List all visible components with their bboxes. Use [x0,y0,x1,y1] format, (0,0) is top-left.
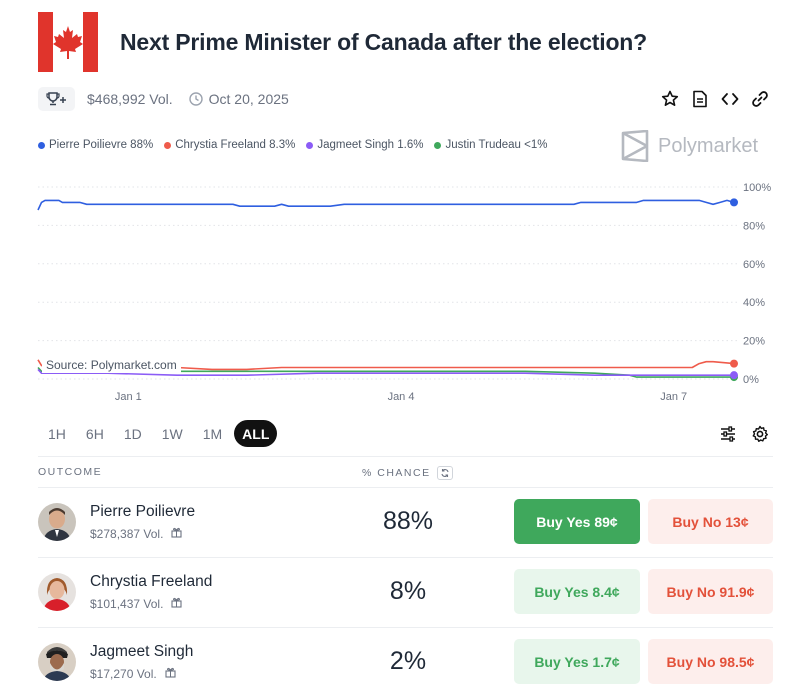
refresh-icon[interactable] [436,466,453,480]
market-header [38,12,98,72]
series-end-dot [730,359,738,368]
polymarket-watermark: Polymarket [620,130,758,162]
legend-dot [306,141,314,149]
series-line-pierre-poilievre [37,199,735,211]
legend-item: Chrystia Freeland 8.3% [164,139,295,151]
gear-icon[interactable] [751,425,769,448]
range-1m-button[interactable]: 1M [202,425,223,442]
avatar [38,503,76,541]
outcome-volume-text: $101,437 Vol. [90,597,164,611]
chart-legend: Pierre Poilievre 88% Chrystia Freeland 8… [38,139,547,151]
range-1d-button[interactable]: 1D [123,425,142,442]
end-date: Oct 20, 2025 [208,91,289,107]
outcome-volume-text: $278,387 Vol. [90,527,164,541]
legend-label: Pierre Poilievre 88% [49,139,154,151]
outcome-volume: $17,270 Vol. [90,667,176,681]
page-title: Next Prime Minister of Canada after the … [120,29,647,55]
outcomes-header: OUTCOME % CHANCE [38,456,773,488]
legend-item: Jagmeet Singh 1.6% [306,139,423,151]
canada-flag-icon [38,12,98,72]
outcome-name: Jagmeet Singh [90,643,194,660]
legend-dot [434,141,442,149]
outcome-chance: 8% [389,577,427,605]
legend-item: Pierre Poilievre 88% [38,139,153,151]
outcome-chance: 88% [382,507,434,535]
legend-label: Chrystia Freeland 8.3% [175,139,296,151]
range-1h-button[interactable]: 1H [48,425,66,442]
gift-icon[interactable] [165,667,176,681]
y-tick-label: 40% [743,297,765,309]
outcome-volume-text: $17,270 Vol. [90,667,157,681]
legend-label: Jagmeet Singh 1.6% [317,139,424,151]
outcome-volume: $278,387 Vol. [90,527,182,541]
y-tick-label: 100% [743,182,771,194]
outcome-row[interactable]: Chrystia Freeland $101,437 Vol. 8% Buy Yes … [38,558,773,628]
outcome-row[interactable]: Jagmeet Singh $17,270 Vol. 2% Buy Yes 1.7¢ B… [38,628,773,696]
outcome-name: Chrystia Freeland [90,573,213,590]
market-actions [661,89,769,109]
buy-yes-button[interactable]: Buy Yes 1.7¢ [514,639,640,684]
time-range-selector: 1H 6H 1D 1W 1M ALL [40,420,278,447]
sliders-icon[interactable] [719,425,737,448]
buy-yes-button[interactable]: Buy Yes 8.4¢ [514,569,640,614]
series-end-dot [730,198,738,207]
buy-no-button[interactable]: Buy No 98.5¢ [648,639,773,684]
outcome-name: Pierre Poilievre [90,503,196,520]
document-icon[interactable] [691,89,709,109]
total-volume: $468,992 Vol. [87,91,173,107]
clock-icon [188,92,203,106]
legend-dot [164,141,172,149]
legend-dot [38,141,45,149]
legend-label: Justin Trudeau <1% [445,139,548,151]
range-1w-button[interactable]: 1W [161,425,183,442]
legend-item: Justin Trudeau <1% [434,139,547,151]
chart-tools [719,425,769,448]
chance-column-header: % CHANCE [362,466,453,480]
gift-icon[interactable] [171,597,182,611]
star-icon[interactable] [661,89,679,109]
brand-name: Polymarket [658,134,759,157]
range-all-button[interactable]: ALL [234,420,278,447]
y-tick-label: 60% [743,259,765,271]
link-icon[interactable] [751,89,769,109]
outcome-column-header: OUTCOME [38,466,103,478]
code-icon[interactable] [721,89,739,109]
buy-no-button[interactable]: Buy No 13¢ [648,499,773,544]
buy-no-button[interactable]: Buy No 91.9¢ [648,569,773,614]
chart-source: Source: Polymarket.com [42,357,181,373]
outcome-row[interactable]: Pierre Poilievre $278,387 Vol. 88% Buy Yes … [38,488,773,558]
buy-yes-button[interactable]: Buy Yes 89¢ [514,499,640,544]
avatar [38,643,76,681]
y-tick-label: 0% [743,374,759,386]
series-end-dot [730,371,738,380]
avatar [38,573,76,611]
polymarket-logo-icon [621,130,649,162]
market-meta: $468,992 Vol. Oct 20, 2025 [38,87,289,111]
price-history-chart: 100% 80% 60% 40% 20% 0% Jan 1 Jan 4 Jan 7 [37,182,771,403]
outcome-chance: 2% [389,647,427,675]
range-6h-button[interactable]: 6H [85,425,104,442]
trophy-icon[interactable] [38,87,75,111]
gift-icon[interactable] [171,527,182,541]
y-tick-label: 80% [743,220,765,232]
x-tick-label: Jan 7 [660,391,687,403]
series-line-jagmeet-singh [37,368,734,376]
x-tick-label: Jan 4 [388,391,415,403]
y-tick-label: 20% [743,336,765,348]
chance-label: % CHANCE [362,467,431,479]
outcome-volume: $101,437 Vol. [90,597,182,611]
x-tick-label: Jan 1 [115,391,142,403]
